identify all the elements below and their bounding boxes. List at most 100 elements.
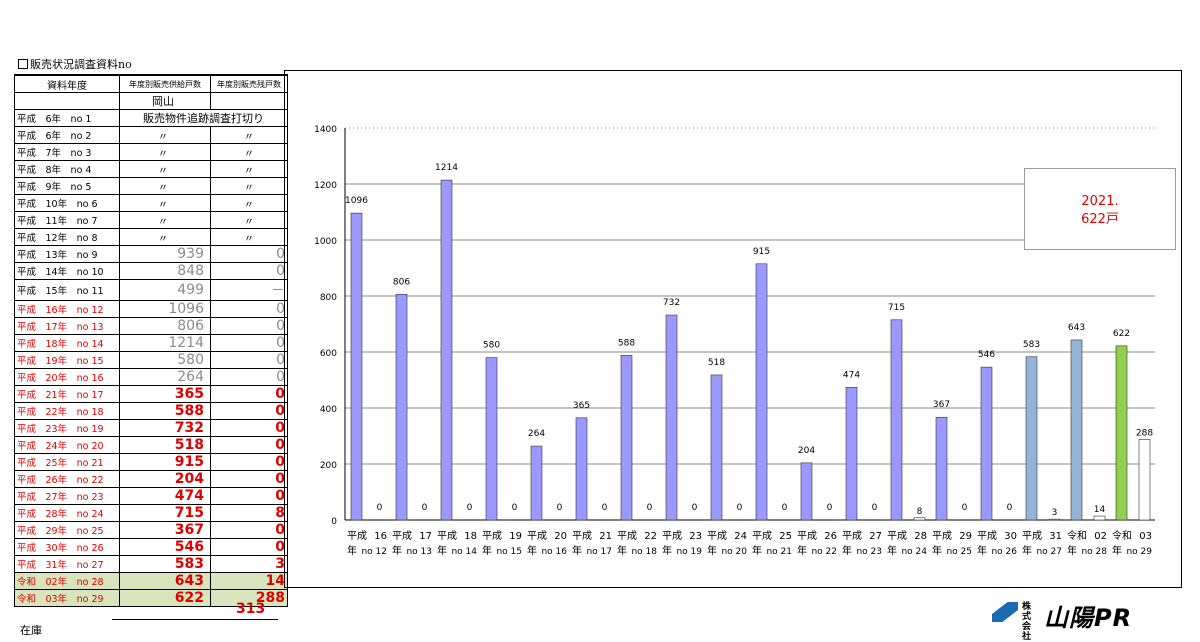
row-year-label: 平成 16年 no 12 xyxy=(14,300,120,318)
stock-label: 在庫 xyxy=(20,624,42,637)
x-tick-label: no 13 xyxy=(406,547,432,557)
table-row: 平成 25年 no 21 915 0 xyxy=(14,453,288,471)
bar-supply xyxy=(755,263,768,521)
row-remain-value: 8 xyxy=(210,504,288,522)
bar-supply xyxy=(440,179,453,521)
row-year-label: 平成 22年 no 18 xyxy=(14,402,120,420)
x-tick-label: no 22 xyxy=(811,547,837,557)
x-tick-label: 年 xyxy=(662,544,672,557)
row-remain-value: 0 xyxy=(210,368,288,386)
row-year-label: 平成 23年 no 19 xyxy=(14,419,120,437)
row-year-label: 平成 12年 no 8 xyxy=(14,228,120,246)
callout-units: 622戸 xyxy=(1081,212,1119,227)
row-supply-value: 583 xyxy=(119,555,211,573)
table-row: 平成 13年 no 9 939 0 xyxy=(14,245,288,263)
x-tick-label: 年 xyxy=(437,544,447,557)
table-row: 平成 8年 no 4 〃〃 xyxy=(14,160,288,178)
row-supply-value: 518 xyxy=(119,436,211,454)
bar-supply xyxy=(980,366,993,521)
row-supply-value: 〃 xyxy=(119,211,211,229)
row-supply-value: 365 xyxy=(119,385,211,403)
stock-total-value: 313 xyxy=(236,601,266,617)
table-row: 平成 21年 no 17 365 0 xyxy=(14,385,288,403)
table-row: 平成 15年 no 11 499 － xyxy=(14,279,288,301)
x-tick-label: 平成 xyxy=(662,530,682,542)
table-row: 平成 14年 no 10 848 0 xyxy=(14,262,288,280)
x-tick-label: no 24 xyxy=(901,547,927,557)
x-tick-label: 02 xyxy=(1094,531,1107,542)
bar-supply xyxy=(395,294,408,521)
x-tick-label: 年 xyxy=(1112,544,1122,557)
row-year-label: 平成 29年 no 25 xyxy=(14,521,120,539)
row-remain-value: 0 xyxy=(210,521,288,539)
bar-supply xyxy=(485,357,498,521)
bar-remain xyxy=(1093,515,1106,521)
row-supply-value: 〃 xyxy=(119,228,211,246)
x-tick-label: 平成 xyxy=(1022,530,1042,542)
row-year-label: 平成 13年 no 9 xyxy=(14,245,120,263)
row-remain-value: 0 xyxy=(210,385,288,403)
x-tick-label: 年 xyxy=(707,544,717,557)
row-remain-value: 0 xyxy=(210,262,288,280)
data-label: 474 xyxy=(843,370,860,380)
data-label: 288 xyxy=(1136,428,1153,438)
row-supply-value: 〃 xyxy=(119,143,211,161)
data-label: 806 xyxy=(393,277,410,287)
data-label: 518 xyxy=(708,358,725,368)
data-label: 365 xyxy=(573,401,590,411)
row-remain-value: 0 xyxy=(210,351,288,369)
table-row: 令和 03年 no 29 622 288 xyxy=(14,589,288,607)
table-row: 平成 29年 no 25 367 0 xyxy=(14,521,288,539)
x-tick-label: 年 xyxy=(527,544,537,557)
row-supply-value: 〃 xyxy=(119,177,211,195)
row-remain-value: 0 xyxy=(210,245,288,263)
x-tick-label: 26 xyxy=(824,531,837,542)
logo-mark-icon xyxy=(992,602,1018,622)
row-year-label: 平成 24年 no 20 xyxy=(14,436,120,454)
row-note: 販売物件追跡調査打切り xyxy=(119,109,288,127)
x-tick-label: no 25 xyxy=(946,547,972,557)
row-remain-value: 〃 xyxy=(210,177,288,195)
data-label: 622 xyxy=(1113,329,1130,339)
data-label: 732 xyxy=(663,298,680,308)
data-label: 1096 xyxy=(345,196,368,206)
chart-frame: 0 200 400 600 800 1000 1200 1400 1096 0 平成 16 年 no 12… xyxy=(284,70,1182,588)
data-label: 367 xyxy=(933,400,950,410)
header-year: 資料年度 xyxy=(14,74,120,93)
row-supply-value: 588 xyxy=(119,402,211,420)
data-label: 0 xyxy=(782,503,788,513)
y-tick-label: 600 xyxy=(320,349,337,359)
x-tick-label: 平成 xyxy=(527,530,547,542)
row-year-label: 平成 7年 no 3 xyxy=(14,143,120,161)
bar-supply xyxy=(935,416,948,521)
row-remain-value: 0 xyxy=(210,317,288,335)
checkbox-glyph-icon xyxy=(18,59,28,69)
x-tick-label: no 20 xyxy=(721,547,747,557)
row-remain-value: 〃 xyxy=(210,211,288,229)
x-tick-label: 29 xyxy=(959,531,972,542)
x-tick-label: 平成 xyxy=(707,530,727,542)
y-tick-label: 1400 xyxy=(314,125,337,135)
row-supply-value: 〃 xyxy=(119,126,211,144)
x-tick-label: no 21 xyxy=(766,547,792,557)
row-remain-value: 0 xyxy=(210,334,288,352)
x-tick-label: 平成 xyxy=(347,530,367,542)
table-row: 平成 9年 no 5 〃〃 xyxy=(14,177,288,195)
row-remain-value: － xyxy=(210,279,288,301)
x-tick-label: 17 xyxy=(419,531,432,542)
y-tick-label: 400 xyxy=(320,405,337,415)
row-supply-value: 〃 xyxy=(119,160,211,178)
bar-supply xyxy=(1025,356,1038,521)
y-tick-label: 200 xyxy=(320,461,337,471)
x-tick-label: 年 xyxy=(347,544,357,557)
table-row: 平成 31年 no 27 583 3 xyxy=(14,555,288,573)
x-tick-label: no 18 xyxy=(631,547,657,557)
data-label: 0 xyxy=(692,503,698,513)
y-tick-label: 1200 xyxy=(314,181,337,191)
bar-remain xyxy=(1048,518,1061,521)
x-tick-label: 年 xyxy=(797,544,807,557)
x-tick-label: 18 xyxy=(464,531,477,542)
x-tick-label: 年 xyxy=(617,544,627,557)
data-label: 0 xyxy=(512,503,518,513)
